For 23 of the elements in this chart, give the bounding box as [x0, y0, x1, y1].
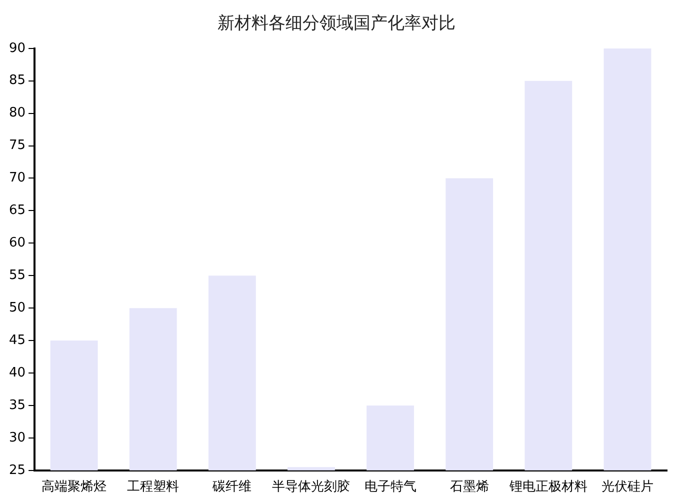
x-tick-label: 电子特气: [364, 480, 416, 495]
y-tick-label: 70: [8, 170, 26, 186]
y-tick-label: 25: [8, 462, 26, 478]
y-tick-label: 40: [8, 365, 26, 380]
y-tick-label: 50: [8, 300, 26, 316]
x-tick-label: 光伏硅片: [601, 480, 654, 495]
y-tick-label: 60: [8, 236, 26, 251]
y-tick-label: 35: [8, 398, 26, 413]
x-tick-label: 工程塑料: [127, 478, 180, 495]
x-tick-label: 半导体光刻胶: [272, 480, 350, 495]
x-tick-label: 高端聚烯烃: [42, 478, 107, 495]
y-tick-label: 45: [8, 332, 26, 348]
y-tick-label: 55: [8, 268, 26, 284]
chart-title: 新材料各细分领域国产化率对比: [218, 14, 456, 34]
y-tick-label: 65: [8, 203, 26, 218]
y-tick-label: 75: [8, 138, 26, 154]
y-tick-label: 85: [8, 73, 26, 88]
x-tick-label: 锂电正极材料: [508, 480, 588, 495]
y-tick-label: 80: [8, 106, 26, 121]
y-tick-label: 90: [8, 40, 26, 56]
x-tick-label: 碳纤维: [212, 480, 252, 495]
y-tick-label: 30: [8, 430, 26, 446]
x-tick-label: 石墨烯: [450, 480, 489, 495]
